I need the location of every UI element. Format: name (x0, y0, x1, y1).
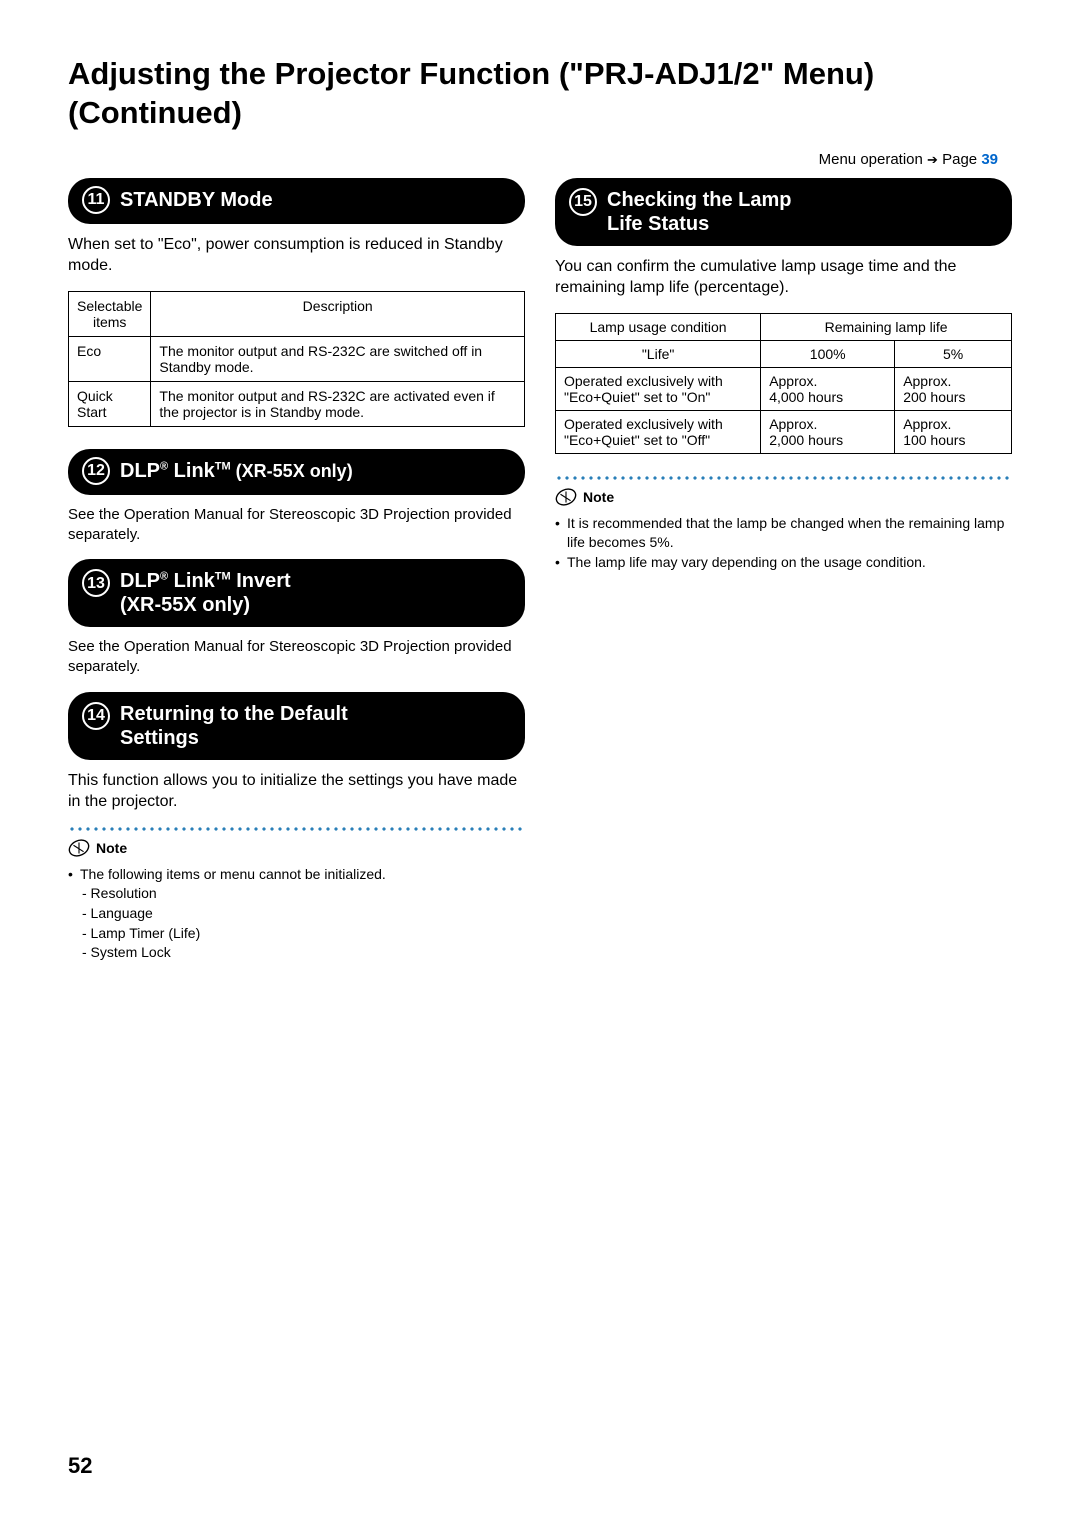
note-header: Note (68, 837, 525, 859)
section-15-intro: You can confirm the cumulative lamp usag… (555, 256, 1012, 299)
t: Life Status (607, 213, 709, 235)
t: Checking the Lamp (607, 189, 791, 211)
section-12-body: See the Operation Manual for Stereoscopi… (68, 505, 525, 546)
table-header: 5% (895, 340, 1012, 367)
right-column: 15 Checking the Lamp Life Status You can… (555, 178, 1012, 963)
note-body: •The following items or menu cannot be i… (68, 865, 525, 963)
left-column: 11 STANDBY Mode When set to "Eco", power… (68, 178, 525, 963)
menu-op-page-num[interactable]: 39 (981, 151, 998, 168)
menu-operation-ref: Menu operation ➔ Page 39 (68, 151, 1012, 168)
t: TM (215, 460, 231, 472)
table-cell: Eco (69, 336, 151, 381)
table-header: Lamp usage condition (556, 313, 761, 340)
t: Link (168, 460, 215, 482)
page-number: 52 (68, 1453, 92, 1479)
t: DLP (120, 570, 160, 592)
note-label: Note (96, 840, 127, 856)
table-cell: Approx. 100 hours (895, 410, 1012, 453)
t: DLP (120, 460, 160, 482)
section-number-15: 15 (569, 188, 597, 216)
section-15-header: 15 Checking the Lamp Life Status (555, 178, 1012, 246)
note-icon (555, 486, 577, 508)
table-cell: Operated exclusively with "Eco+Quiet" se… (556, 367, 761, 410)
note-icon (68, 837, 90, 859)
note-divider (68, 827, 525, 831)
section-number-12: 12 (82, 457, 110, 485)
section-14-body: This function allows you to initialize t… (68, 770, 525, 813)
table-cell: Approx. 4,000 hours (761, 367, 895, 410)
t: Returning to the Default (120, 703, 348, 725)
section-11-header: 11 STANDBY Mode (68, 178, 525, 224)
section-13-header: 13 DLP® LinkTM Invert (XR-55X only) (68, 559, 525, 627)
table-cell: Quick Start (69, 381, 151, 426)
section-11-intro: When set to "Eco", power consumption is … (68, 234, 525, 277)
t: TM (215, 571, 231, 583)
menu-op-prefix: Menu operation (819, 151, 927, 168)
table-row: Operated exclusively with "Eco+Quiet" se… (556, 367, 1012, 410)
section-15-title: Checking the Lamp Life Status (607, 188, 791, 236)
note-bullet: The lamp life may vary depending on the … (567, 553, 926, 573)
t: ® (160, 460, 168, 472)
t: Settings (120, 727, 199, 749)
section-11-title: STANDBY Mode (120, 188, 273, 212)
table-header: Description (151, 291, 525, 336)
note-sub: - Language (68, 904, 525, 924)
section-number-11: 11 (82, 186, 110, 214)
table-cell: The monitor output and RS-232C are activ… (151, 381, 525, 426)
t: Link (168, 570, 215, 592)
table-row: Operated exclusively with "Eco+Quiet" se… (556, 410, 1012, 453)
table-header: Remaining lamp life (761, 313, 1012, 340)
section-number-13: 13 (82, 569, 110, 597)
section-12-title: DLP® LinkTM (XR-55X only) (120, 459, 353, 483)
note-sub: - Resolution (68, 884, 525, 904)
table-header: Selectable items (69, 291, 151, 336)
table-cell: Approx. 200 hours (895, 367, 1012, 410)
t: ® (160, 571, 168, 583)
section-14-header: 14 Returning to the Default Settings (68, 692, 525, 760)
table-row: Eco The monitor output and RS-232C are s… (69, 336, 525, 381)
standby-mode-table: Selectable items Description Eco The mon… (68, 291, 525, 427)
note-label: Note (583, 489, 614, 505)
note-bullet: It is recommended that the lamp be chang… (567, 514, 1012, 553)
note-bullet: The following items or menu cannot be in… (80, 865, 386, 885)
arrow-icon: ➔ (927, 152, 938, 167)
table-header: 100% (761, 340, 895, 367)
t: Invert (231, 570, 291, 592)
t: (XR-55X only) (231, 461, 353, 481)
lamp-life-table: Lamp usage condition Remaining lamp life… (555, 313, 1012, 454)
section-13-body: See the Operation Manual for Stereoscopi… (68, 637, 525, 678)
menu-op-page-label: Page (942, 151, 981, 168)
note-body: •It is recommended that the lamp be chan… (555, 514, 1012, 573)
section-14-title: Returning to the Default Settings (120, 702, 348, 750)
note-header: Note (555, 486, 1012, 508)
page-title: Adjusting the Projector Function ("PRJ-A… (68, 55, 1012, 133)
table-cell: The monitor output and RS-232C are switc… (151, 336, 525, 381)
table-cell: Operated exclusively with "Eco+Quiet" se… (556, 410, 761, 453)
t: (XR-55X only) (120, 594, 250, 616)
section-12-header: 12 DLP® LinkTM (XR-55X only) (68, 449, 525, 495)
note-sub: - Lamp Timer (Life) (68, 924, 525, 944)
note-divider (555, 476, 1012, 480)
section-13-title: DLP® LinkTM Invert (XR-55X only) (120, 569, 291, 617)
table-cell: Approx. 2,000 hours (761, 410, 895, 453)
note-sub: - System Lock (68, 943, 525, 963)
section-number-14: 14 (82, 702, 110, 730)
table-header: "Life" (556, 340, 761, 367)
table-row: Quick Start The monitor output and RS-23… (69, 381, 525, 426)
